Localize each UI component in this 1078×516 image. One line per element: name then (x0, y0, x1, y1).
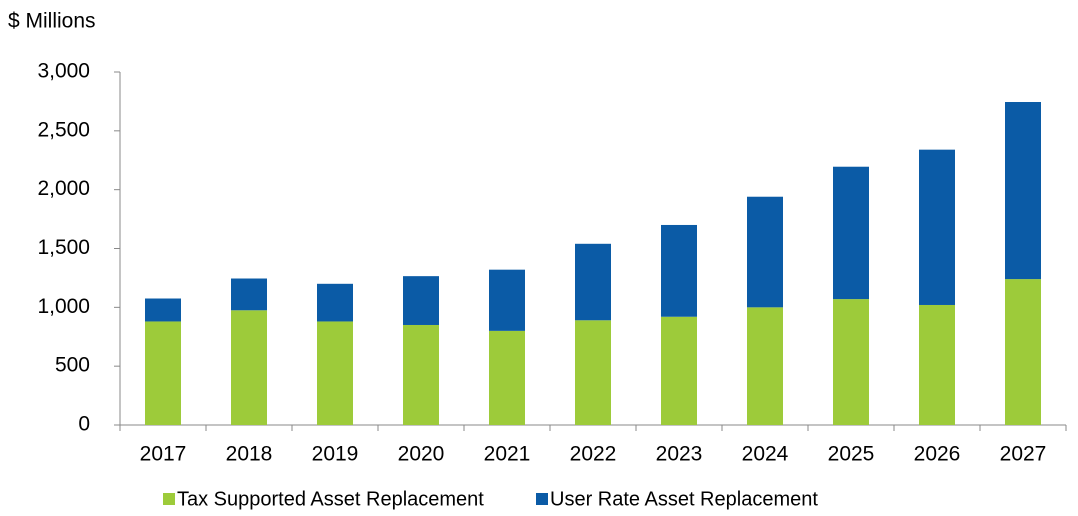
bar-segment (403, 324, 439, 425)
legend-label: Tax Supported Asset Replacement (177, 488, 484, 510)
bar-segment (747, 196, 783, 308)
x-tick-label: 2022 (570, 443, 617, 466)
bar-segment (833, 299, 869, 425)
bar-segment (661, 224, 697, 317)
x-tick-label: 2017 (140, 443, 187, 466)
x-tick-label: 2024 (742, 443, 789, 466)
y-axis-label: $ Millions (8, 10, 96, 33)
bar-segment (317, 283, 353, 322)
y-tick-label: 500 (55, 354, 90, 377)
bar-segment (231, 278, 267, 311)
y-tick-label: 2,500 (37, 118, 90, 141)
bar-segment (403, 276, 439, 325)
legend-swatch (163, 493, 175, 505)
x-tick-label: 2020 (398, 443, 445, 466)
y-tick-label: 3,000 (37, 60, 90, 83)
bar-segment (575, 243, 611, 321)
y-tick-label: 1,500 (37, 236, 90, 259)
bar-segment (489, 330, 525, 425)
bar-segment (1005, 279, 1041, 425)
legend-label: User Rate Asset Replacement (550, 488, 818, 510)
x-tick-label: 2027 (1000, 443, 1047, 466)
bar-segment (231, 310, 267, 425)
y-tick-label: 1,000 (37, 295, 90, 318)
bar-segment (145, 298, 181, 322)
bar-segment (919, 149, 955, 305)
x-tick-label: 2021 (484, 443, 531, 466)
bar-segment (747, 307, 783, 425)
legend-swatch (536, 493, 548, 505)
y-tick-label: 0 (78, 413, 90, 436)
bar-segment (317, 321, 353, 425)
x-tick-label: 2025 (828, 443, 875, 466)
bar-segment (661, 316, 697, 425)
bar-segment (145, 321, 181, 425)
x-tick-label: 2018 (226, 443, 273, 466)
bar-segment (1005, 102, 1041, 280)
x-tick-label: 2023 (656, 443, 703, 466)
bar-segment (489, 269, 525, 331)
y-tick-label: 2,000 (37, 177, 90, 200)
x-tick-label: 2019 (312, 443, 359, 466)
x-tick-label: 2026 (914, 443, 961, 466)
bar-segment (919, 304, 955, 425)
bar-segment (833, 166, 869, 300)
bar-segment (575, 320, 611, 425)
